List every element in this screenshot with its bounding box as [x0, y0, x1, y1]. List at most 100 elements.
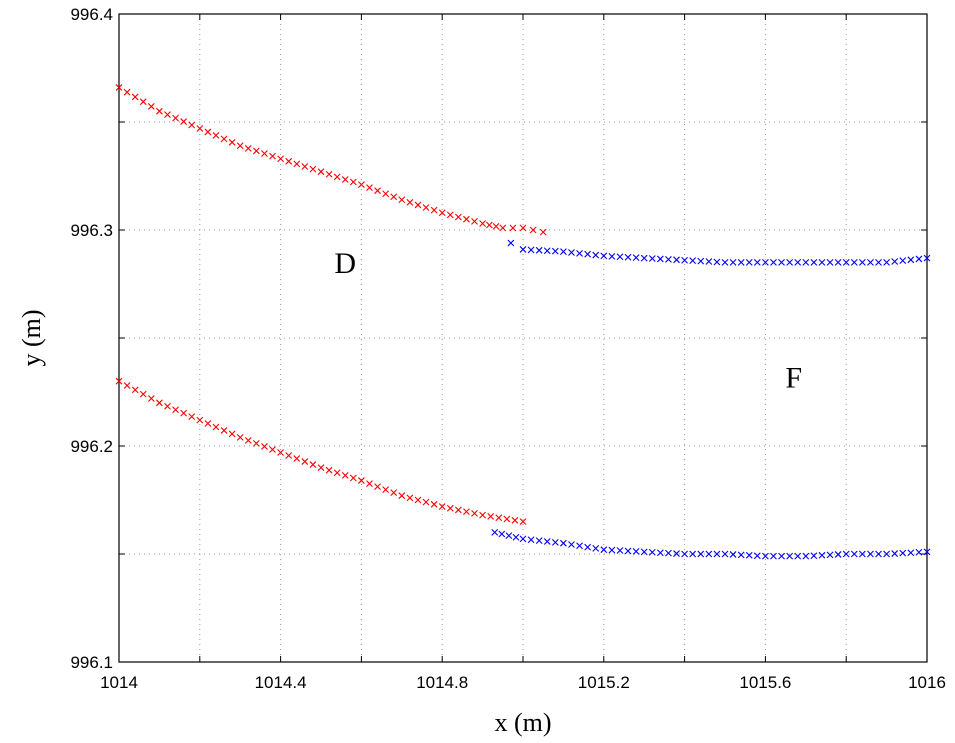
data-point: [737, 259, 745, 266]
data-point: [196, 416, 204, 424]
data-point: [180, 409, 188, 417]
data-point: [794, 552, 802, 560]
data-point: [204, 128, 212, 136]
data-point: [713, 550, 721, 558]
data-point: [204, 420, 212, 427]
data-point: [786, 259, 794, 266]
data-point: [883, 259, 890, 266]
data-point: [576, 249, 583, 257]
series-4: [491, 529, 931, 560]
data-point: [244, 144, 252, 152]
data-point: [656, 255, 664, 263]
data-point: [721, 550, 729, 558]
data-point: [212, 132, 220, 139]
data-point: [891, 258, 899, 265]
data-point: [236, 433, 244, 441]
x-tick-label: 1014.8: [416, 673, 468, 692]
data-point: [794, 259, 802, 266]
data-point: [164, 111, 171, 119]
data-point: [850, 259, 858, 266]
data-point: [648, 548, 656, 556]
data-point: [430, 500, 438, 508]
data-point: [309, 165, 317, 173]
data-point: [454, 506, 462, 514]
data-point: [616, 253, 624, 261]
data-point: [479, 220, 486, 227]
data-point: [131, 93, 139, 101]
data-point: [172, 406, 179, 414]
data-point: [414, 201, 422, 209]
data-point: [535, 246, 543, 254]
data-point: [277, 449, 284, 456]
data-point: [325, 170, 333, 178]
data-point: [406, 198, 414, 206]
data-point: [188, 413, 196, 421]
data-point: [802, 552, 810, 560]
y-tick-label: 996.3: [70, 221, 113, 240]
series-3: [507, 239, 931, 266]
data-point: [285, 157, 293, 165]
data-point: [509, 224, 517, 232]
data-point: [438, 209, 446, 217]
data-point: [325, 466, 333, 474]
data-point: [390, 193, 398, 201]
data-point: [673, 550, 680, 557]
data-point: [341, 176, 349, 183]
data-point: [762, 259, 769, 266]
data-point: [529, 226, 537, 234]
data-point: [786, 552, 794, 560]
data-point: [358, 181, 365, 189]
data-point: [390, 489, 398, 497]
x-tick-label: 1014.4: [255, 673, 307, 692]
data-point: [867, 550, 874, 558]
data-point: [826, 259, 834, 266]
data-point: [745, 551, 753, 559]
data-point: [576, 542, 583, 550]
data-point: [366, 184, 373, 192]
data-point: [499, 224, 507, 232]
data-point: [592, 251, 600, 259]
data-point: [762, 552, 769, 560]
grid-lines: [119, 14, 927, 662]
data-point: [512, 533, 520, 541]
data-point: [285, 452, 293, 459]
data-point: [463, 508, 470, 516]
data-point: [180, 118, 188, 125]
data-point: [770, 552, 777, 560]
data-point: [907, 549, 915, 557]
data-point: [834, 259, 842, 266]
data-point: [277, 155, 284, 163]
data-point: [665, 255, 672, 263]
data-point: [228, 430, 236, 438]
data-point: [560, 248, 567, 255]
data-point: [608, 546, 616, 554]
data-point: [842, 550, 850, 558]
data-point: [147, 395, 155, 402]
data-point: [778, 259, 785, 266]
data-point: [212, 423, 220, 431]
data-point: [697, 550, 705, 558]
data-point: [505, 532, 513, 540]
data-point: [624, 547, 632, 555]
data-point: [422, 204, 430, 211]
data-point: [891, 550, 899, 557]
data-point: [915, 548, 923, 556]
data-point: [705, 550, 713, 558]
data-point: [454, 213, 462, 221]
data-point: [640, 548, 648, 556]
data-point: [600, 252, 608, 260]
data-point: [301, 458, 309, 465]
axis-ticks: [119, 14, 927, 662]
data-point: [172, 114, 179, 122]
data-point: [139, 390, 147, 398]
data-point: [123, 382, 131, 389]
data-point: [915, 255, 923, 263]
data-point: [600, 546, 608, 554]
data-point: [269, 152, 276, 160]
data-point: [527, 536, 535, 544]
data-point: [463, 215, 470, 223]
data-point: [293, 160, 301, 168]
annotations: DF: [334, 247, 802, 394]
data-point: [139, 98, 147, 106]
